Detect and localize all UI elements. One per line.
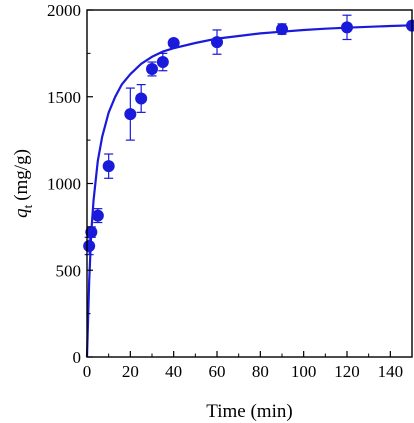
y-axis-title: qt (mg/g) <box>11 149 35 218</box>
x-tick-label: 100 <box>291 362 317 381</box>
ticks: 0 20 40 60 80 100 120 140 0 500 1000 1500 2000 <box>47 1 403 381</box>
y-tick-label: 1500 <box>47 88 81 107</box>
x-tick-label: 80 <box>252 362 269 381</box>
x-tick-label: 40 <box>165 362 182 381</box>
x-tick-label: 60 <box>209 362 226 381</box>
data-point <box>146 62 158 75</box>
x-tick-label: 120 <box>334 362 360 381</box>
y-tick-label: 1000 <box>47 175 81 194</box>
data-point <box>167 36 180 49</box>
fit-curve <box>85 24 413 358</box>
y-axis-subscript: t <box>20 204 35 208</box>
plot-frame <box>86 9 413 358</box>
x-axis-title: Time (min) <box>206 401 292 422</box>
y-axis-units: (mg/g) <box>11 149 32 201</box>
y-axis-symbol: q <box>11 208 32 218</box>
y-tick-label: 500 <box>56 261 82 280</box>
data-point <box>83 239 96 252</box>
fit-curve-layer <box>85 24 413 358</box>
data-point <box>91 209 104 222</box>
x-tick-label: 0 <box>83 362 92 381</box>
x-tick-label: 140 <box>378 362 404 381</box>
data-point <box>85 226 98 239</box>
data-point <box>211 36 223 49</box>
y-tick-label: 0 <box>73 348 82 367</box>
data-point <box>135 92 148 105</box>
data-point <box>406 19 414 32</box>
axes <box>86 9 413 358</box>
data-point <box>102 160 115 173</box>
data-point <box>341 21 353 34</box>
data-point <box>276 23 288 36</box>
data-point <box>156 56 169 69</box>
error-bar-layer <box>84 14 352 256</box>
y-tick-label: 2000 <box>47 1 81 20</box>
data-point <box>124 108 137 121</box>
x-tick-label: 20 <box>122 362 139 381</box>
data-point-layer <box>83 19 414 252</box>
